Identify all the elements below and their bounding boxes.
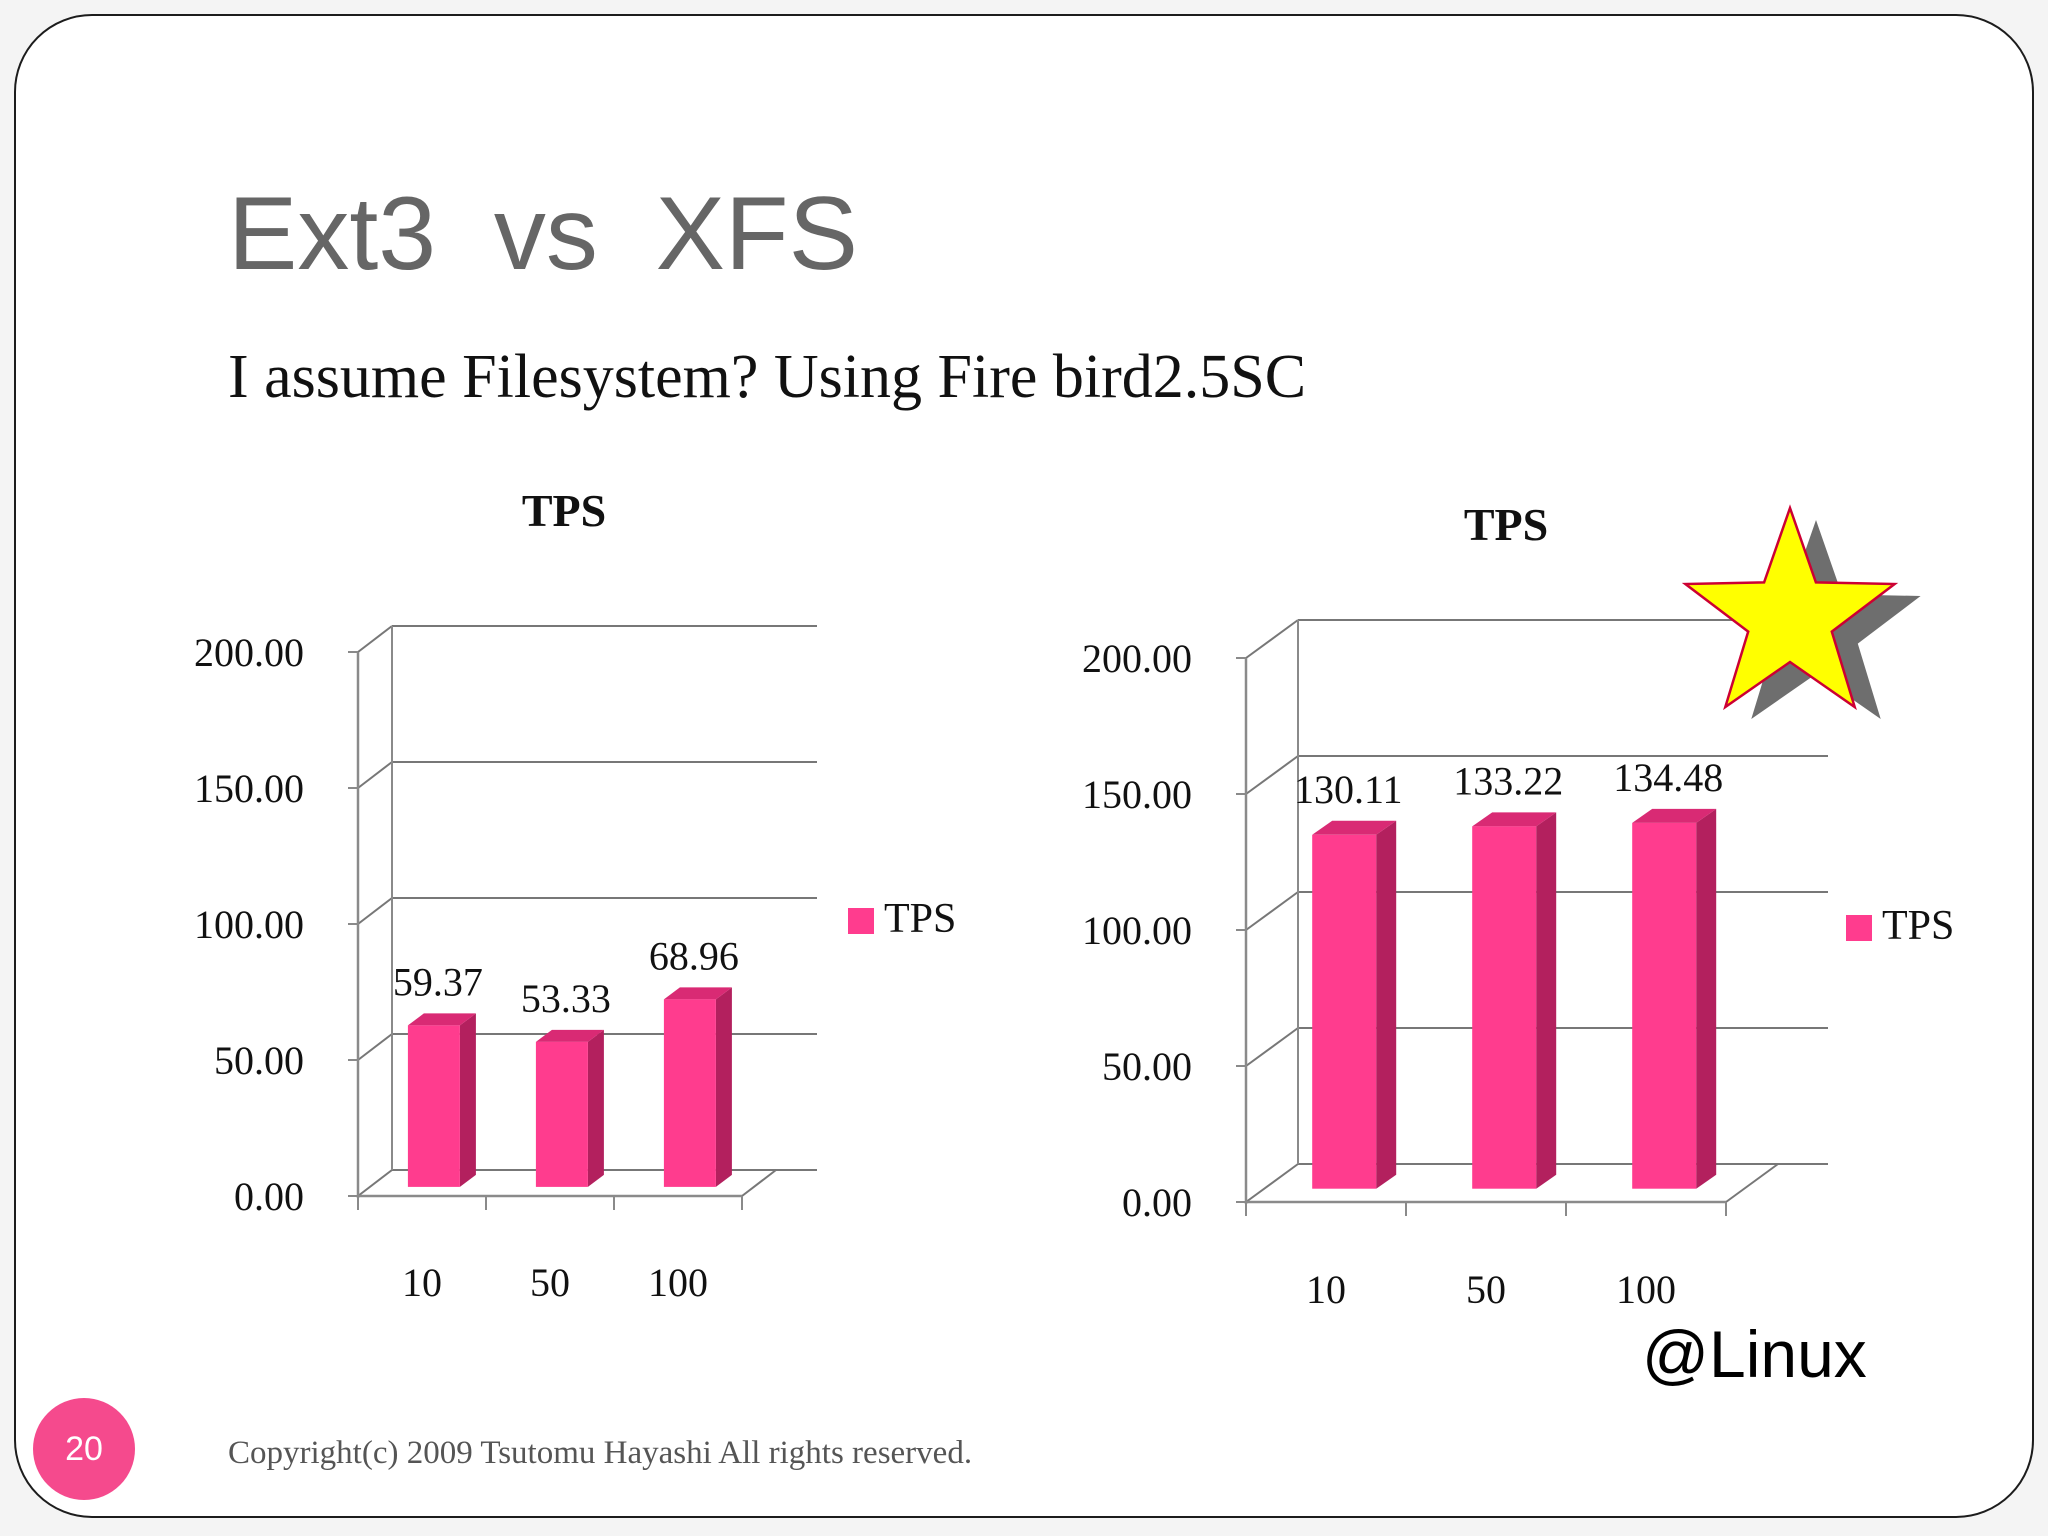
data-label: 130.11: [1294, 767, 1403, 812]
bar: [1632, 822, 1697, 1189]
page-number-badge: 20: [33, 1398, 135, 1500]
x-tick-label: 50: [530, 1260, 570, 1305]
bar-side: [1536, 812, 1557, 1189]
data-label: 134.48: [1613, 755, 1723, 800]
legend-swatch: [1846, 915, 1872, 941]
copyright-footer: Copyright(c) 2009 Tsutomu Hayashi All ri…: [228, 1435, 973, 1471]
star-icon: [1681, 504, 1921, 719]
bar-side: [587, 1029, 604, 1187]
y-tick-label: 50.00: [1102, 1044, 1192, 1089]
x-tick-label: 50: [1466, 1267, 1506, 1312]
x-tick-label: 100: [648, 1260, 708, 1305]
ext3-tps-chart: TPS 0.00 50.00 100.00 150.00 200.00 59.37 10 53.…: [194, 485, 956, 1305]
y-tick-label: 200.00: [1082, 636, 1192, 681]
data-label: 68.96: [649, 933, 739, 978]
y-tick-label: 100.00: [194, 902, 304, 947]
legend-label: TPS: [884, 896, 956, 942]
x-tick-label: 10: [1306, 1267, 1346, 1312]
gridline-diagonal: [357, 897, 393, 925]
bar-top: [535, 1029, 604, 1042]
y-tick-label: 150.00: [194, 766, 304, 811]
bar-top: [1312, 820, 1397, 835]
x-tick-label: 100: [1616, 1267, 1676, 1312]
bar: [1312, 834, 1377, 1189]
floor-edge: [1725, 1163, 1779, 1203]
gridline-diagonal: [357, 1169, 393, 1197]
floor-edge: [741, 1169, 777, 1197]
bar-top: [1632, 808, 1717, 823]
bar-top: [663, 987, 732, 1000]
xfs-tps-chart: TPS 0.00 50.00 100.00 150.00 200.00 130.11 10 13…: [1082, 499, 1954, 1312]
gridline-diagonal: [1245, 755, 1299, 795]
gridline-diagonal: [357, 625, 393, 653]
bar: [1472, 826, 1537, 1189]
bar: [407, 1025, 460, 1187]
bar-side: [715, 987, 732, 1187]
y-tick-label: 0.00: [1122, 1180, 1192, 1225]
gridline-diagonal: [357, 761, 393, 789]
charts-canvas: TPS0.0050.00100.00150.00200.0059.371053.…: [194, 485, 1954, 1312]
y-tick-label: 0.00: [234, 1174, 304, 1219]
gridline-diagonal: [1245, 1027, 1299, 1067]
gridline-diagonal: [1245, 1163, 1299, 1203]
slide: Ext3 vs XFS I assume Filesystem? Using F…: [14, 14, 2034, 1518]
bar-side: [1696, 808, 1717, 1189]
bar-top: [1472, 812, 1557, 827]
star-shape: [1681, 504, 1899, 711]
legend-label: TPS: [1882, 903, 1954, 949]
chart-title: TPS: [1464, 499, 1548, 550]
data-label: 59.37: [393, 959, 483, 1004]
gridline-diagonal: [357, 1033, 393, 1061]
gridline-diagonal: [1245, 891, 1299, 931]
slide-subtitle: I assume Filesystem? Using Fire bird2.5S…: [228, 343, 1307, 411]
data-label: 133.22: [1453, 758, 1563, 803]
y-tick-label: 150.00: [1082, 772, 1192, 817]
data-label: 53.33: [521, 976, 611, 1021]
bar-top: [407, 1013, 476, 1026]
gridline-diagonal: [1245, 619, 1299, 659]
bar-side: [1376, 820, 1397, 1189]
platform-tag: @Linux: [1642, 1317, 1867, 1391]
y-tick-label: 50.00: [214, 1038, 304, 1083]
y-tick-label: 100.00: [1082, 908, 1192, 953]
bar: [663, 999, 716, 1187]
bar-side: [459, 1013, 476, 1187]
bar: [535, 1041, 588, 1187]
slide-title: Ext3 vs XFS: [228, 176, 858, 292]
legend-swatch: [848, 908, 874, 934]
chart-title: TPS: [522, 485, 606, 536]
x-tick-label: 10: [402, 1260, 442, 1305]
y-tick-label: 200.00: [194, 630, 304, 675]
